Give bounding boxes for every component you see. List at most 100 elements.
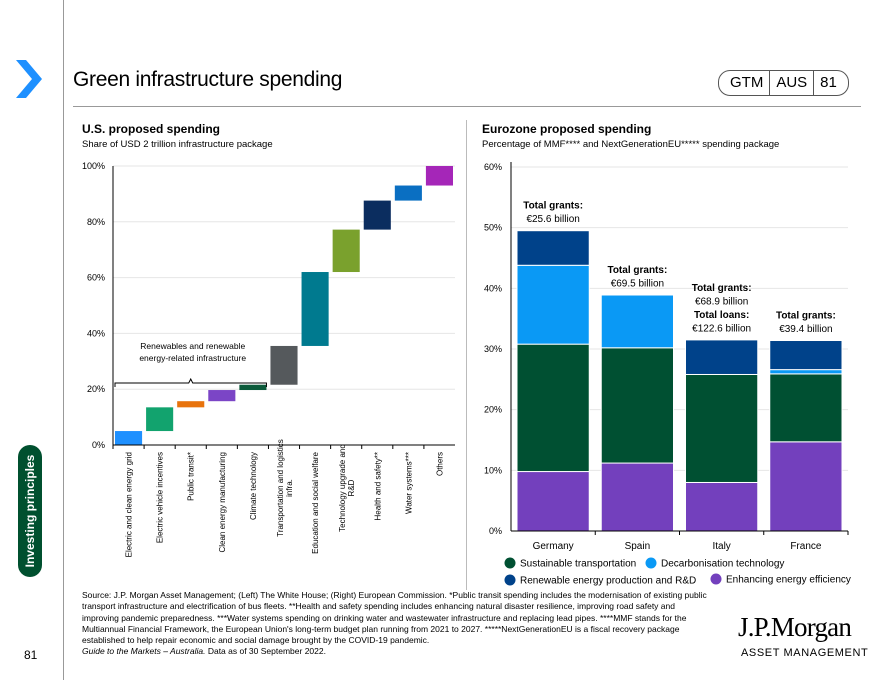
bar-segment — [769, 340, 843, 371]
footnote: Source: J.P. Morgan Asset Management; (L… — [82, 590, 712, 658]
bar — [363, 200, 391, 230]
annotation-label: Total loans: — [694, 310, 749, 321]
y-tick-label: 10% — [484, 465, 502, 475]
x-tick-label: R&D — [347, 479, 356, 496]
x-tick-label: Electric and clean energy grid — [125, 452, 134, 557]
x-tick-label: Education and social welfare — [311, 451, 320, 553]
legend-label: Enhancing energy efficiency — [726, 575, 851, 586]
us-waterfall-chart: 0% 20% 40% 60% 80% 100% Electric and clean ene… — [82, 161, 455, 557]
bar-segment — [516, 343, 590, 473]
bar-segment — [516, 230, 590, 266]
x-tick-label: France — [790, 541, 822, 552]
section-label: Investing principles — [23, 454, 37, 568]
x-tick-label: Transportation and logistics — [276, 439, 285, 537]
chevron-right-icon — [16, 60, 42, 98]
annotation-label: €69.5 billion — [611, 279, 664, 290]
x-tick-label: Italy — [712, 541, 730, 552]
bar-segment — [685, 373, 759, 483]
jpmorgan-logo: J.P.Morgan — [738, 612, 852, 642]
title-rule — [73, 106, 861, 107]
x-tick-label: Spain — [625, 541, 651, 552]
badge-page: 81 — [813, 71, 848, 95]
x-tick-label: Germany — [533, 541, 574, 552]
x-tick-label: Climate technology — [249, 452, 258, 520]
y-tick-label: 60% — [87, 273, 105, 283]
bar — [394, 185, 422, 201]
legend-swatch — [504, 557, 516, 569]
bar — [177, 401, 205, 408]
bar-segment — [600, 347, 674, 464]
annotation-label: Total grants: — [776, 311, 836, 322]
annotation-label: €122.6 billion — [692, 323, 751, 334]
x-tick-label: Clean energy manufacturing — [218, 452, 227, 553]
y-tick-label: 20% — [484, 405, 502, 415]
page-badge: GTM AUS 81 — [718, 70, 849, 96]
x-tick-label: infra. — [285, 479, 294, 497]
bar-segment — [769, 373, 843, 443]
page-title: Green infrastructure spending — [73, 68, 343, 91]
y-tick-label: 60% — [484, 162, 502, 172]
footnote-date: Data as of 30 September 2022. — [205, 646, 326, 657]
annotation-label: Renewables and renewable — [140, 341, 245, 351]
x-tick-label: Public transit* — [187, 452, 196, 501]
annotation-label: Total grants: — [523, 201, 583, 212]
bar — [425, 166, 453, 186]
annotation-label: €68.9 billion — [695, 296, 748, 307]
y-tick-label: 30% — [484, 344, 502, 354]
bar — [115, 431, 143, 445]
bar-segment — [769, 441, 843, 532]
left-chart-subtitle: Share of USD 2 trillion infrastructure p… — [82, 139, 273, 150]
right-chart-title: Eurozone proposed spending — [482, 122, 652, 136]
annotation-label: Total grants: — [607, 265, 667, 276]
bar — [270, 345, 298, 385]
y-tick-label: 40% — [484, 283, 502, 293]
bar — [146, 407, 174, 432]
legend-label: Sustainable transportation — [520, 559, 636, 570]
y-tick-label: 50% — [484, 223, 502, 233]
annotation-label: €39.4 billion — [779, 324, 832, 335]
bar-segment — [769, 369, 843, 375]
bar — [208, 390, 236, 402]
eurozone-stacked-chart: 0% 10% 20% 30% 40% 50% 60% Germany Total grants:… — [484, 162, 851, 587]
bar-segment — [516, 264, 590, 345]
section-tab[interactable]: Investing principles — [18, 445, 42, 577]
bar — [301, 272, 329, 346]
legend-swatch — [645, 557, 657, 569]
x-tick-label: Electric vehicle incentives — [156, 452, 165, 543]
y-tick-label: 0% — [489, 526, 502, 536]
page-number: 81 — [24, 648, 38, 662]
bar-segment — [600, 462, 674, 532]
y-tick-label: 40% — [87, 328, 105, 338]
chart-divider — [466, 120, 467, 590]
bar-segment — [685, 339, 759, 375]
x-tick-label: Health and safety** — [373, 452, 382, 521]
bar-segment — [600, 294, 674, 349]
bracket — [114, 377, 267, 387]
x-tick-label: Technology upgrade and — [338, 444, 347, 532]
bar-segment — [685, 481, 759, 532]
x-tick-label: Water systems*** — [404, 452, 413, 514]
bar — [332, 229, 360, 273]
legend-label: Decarbonisation technology — [661, 559, 784, 570]
badge-region: AUS — [769, 71, 813, 95]
annotation-label: Total grants: — [692, 283, 752, 294]
badge-gtm: GTM — [730, 74, 764, 91]
legend-label: Renewable energy production and R&D — [520, 576, 696, 587]
y-tick-label: 20% — [87, 384, 105, 394]
bar-segment — [516, 471, 590, 532]
logo-subtitle: ASSET MANAGEMENT — [741, 647, 869, 659]
left-chart-title: U.S. proposed spending — [82, 122, 221, 136]
right-chart-subtitle: Percentage of MMF**** and NextGeneration… — [482, 139, 780, 150]
footnote-guide: Guide to the Markets – Australia. — [82, 646, 206, 657]
footnote-source: Source: J.P. Morgan Asset Management; (L… — [82, 590, 707, 646]
annotation-label: €25.6 billion — [526, 214, 579, 225]
annotation-label: energy-related infrastructure — [139, 353, 246, 363]
y-tick-label: 80% — [87, 217, 105, 227]
legend-swatch — [504, 574, 516, 586]
y-tick-label: 0% — [92, 440, 105, 450]
x-tick-label: Others — [435, 452, 444, 476]
y-tick-label: 100% — [82, 161, 105, 171]
bar — [239, 384, 267, 391]
margin-divider — [63, 0, 64, 680]
legend-swatch — [710, 573, 722, 585]
